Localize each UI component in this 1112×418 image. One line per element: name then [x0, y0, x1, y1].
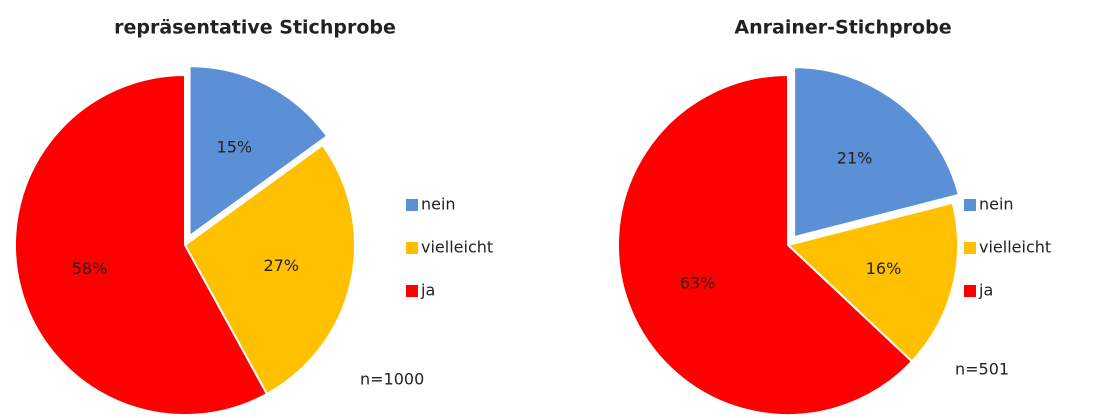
- legend-swatch: [406, 242, 418, 254]
- legend-swatch: [964, 242, 976, 254]
- data-label: 16%: [866, 259, 902, 278]
- pie-slice: [793, 66, 961, 239]
- legend-swatch: [406, 285, 418, 297]
- annotation: n=501: [955, 360, 1009, 379]
- legend-label: ja: [420, 281, 435, 300]
- chart-title: Anrainer-Stichprobe: [734, 17, 951, 39]
- legend-label: ja: [978, 281, 993, 300]
- annotation: n=1000: [360, 370, 424, 389]
- pie-slice: [14, 73, 269, 416]
- chart-title: repräsentative Stichprobe: [114, 17, 396, 39]
- legend-swatch: [406, 199, 418, 211]
- legend-label: nein: [979, 195, 1014, 214]
- data-label: 58%: [72, 259, 108, 278]
- legend-label: vielleicht: [979, 238, 1051, 257]
- pie-slice: [785, 201, 959, 363]
- data-label: 63%: [680, 274, 716, 293]
- data-label: 15%: [217, 138, 253, 157]
- legend-swatch: [964, 199, 976, 211]
- data-label: 21%: [837, 149, 873, 168]
- pie-slice: [183, 143, 356, 396]
- legend-label: nein: [421, 195, 456, 214]
- pie-slice: [188, 65, 329, 239]
- legend-label: vielleicht: [421, 238, 493, 257]
- pie-slice: [617, 73, 914, 416]
- data-label: 27%: [263, 256, 299, 275]
- legend-swatch: [964, 285, 976, 297]
